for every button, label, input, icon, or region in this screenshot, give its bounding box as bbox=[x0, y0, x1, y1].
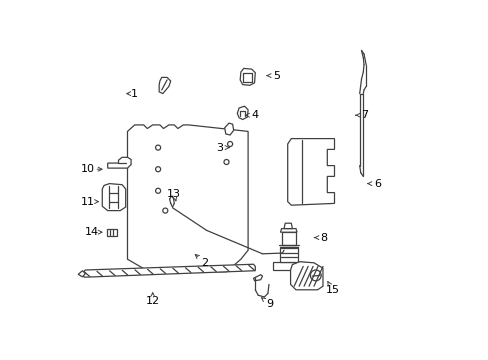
Polygon shape bbox=[81, 264, 255, 277]
Polygon shape bbox=[102, 184, 125, 211]
Text: 8: 8 bbox=[320, 233, 326, 243]
Polygon shape bbox=[237, 106, 247, 120]
Polygon shape bbox=[284, 223, 292, 229]
Text: 11: 11 bbox=[81, 197, 95, 207]
Text: 6: 6 bbox=[373, 179, 381, 189]
Text: 7: 7 bbox=[361, 110, 368, 120]
Text: 4: 4 bbox=[251, 110, 258, 120]
Polygon shape bbox=[272, 262, 305, 270]
Polygon shape bbox=[107, 157, 131, 168]
Text: 3: 3 bbox=[215, 143, 223, 153]
Text: 2: 2 bbox=[201, 258, 208, 268]
Bar bbox=[107, 229, 117, 236]
Polygon shape bbox=[281, 232, 295, 245]
Text: 14: 14 bbox=[84, 227, 99, 237]
Polygon shape bbox=[127, 125, 247, 272]
Polygon shape bbox=[159, 77, 170, 94]
Text: 5: 5 bbox=[273, 71, 280, 81]
Text: 12: 12 bbox=[145, 296, 160, 306]
Polygon shape bbox=[280, 229, 296, 232]
Polygon shape bbox=[287, 139, 334, 205]
Polygon shape bbox=[253, 275, 262, 281]
Text: 1: 1 bbox=[131, 89, 138, 99]
Polygon shape bbox=[279, 247, 297, 262]
Text: 15: 15 bbox=[325, 285, 339, 295]
Polygon shape bbox=[290, 262, 322, 290]
Text: 13: 13 bbox=[167, 189, 181, 199]
Text: 9: 9 bbox=[265, 299, 273, 309]
Polygon shape bbox=[78, 271, 85, 277]
Text: 10: 10 bbox=[81, 164, 95, 174]
Polygon shape bbox=[224, 123, 233, 135]
Polygon shape bbox=[240, 68, 255, 85]
